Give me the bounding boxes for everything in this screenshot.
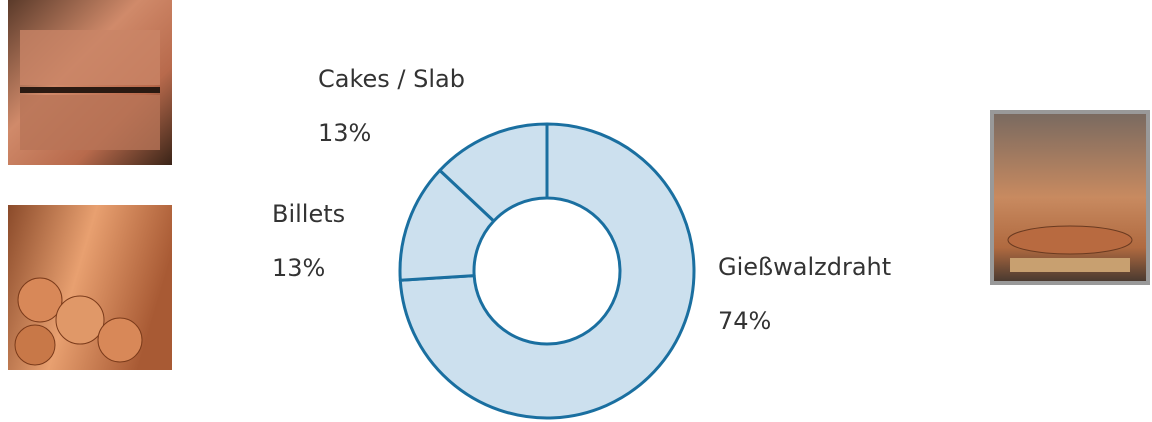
photo-slab: [8, 0, 172, 165]
donut: [398, 122, 696, 420]
value-label: 13%: [318, 119, 371, 147]
category-label: Billets: [272, 200, 345, 228]
value-label: 13%: [272, 254, 325, 282]
category-label: Gießwalzdraht: [718, 253, 891, 281]
photo-billets: [8, 205, 172, 370]
donut-segment: [438, 122, 549, 223]
photo-wire: [990, 110, 1150, 285]
value-label: 74%: [718, 307, 771, 335]
category-label: Cakes / Slab: [318, 65, 465, 93]
donut-segment: [398, 122, 696, 420]
